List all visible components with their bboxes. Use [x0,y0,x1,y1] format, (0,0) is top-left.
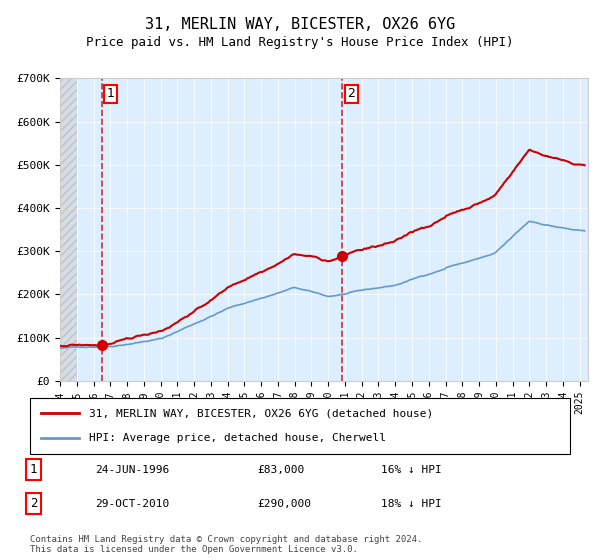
Text: £83,000: £83,000 [257,464,304,474]
Text: 31, MERLIN WAY, BICESTER, OX26 6YG (detached house): 31, MERLIN WAY, BICESTER, OX26 6YG (deta… [89,408,434,418]
Text: 2: 2 [30,497,37,510]
Bar [60,78,77,381]
Text: Contains HM Land Registry data © Crown copyright and database right 2024.
This d: Contains HM Land Registry data © Crown c… [30,535,422,554]
Text: 29-OCT-2010: 29-OCT-2010 [95,499,169,508]
Text: Price paid vs. HM Land Registry's House Price Index (HPI): Price paid vs. HM Land Registry's House … [86,36,514,49]
Text: 31, MERLIN WAY, BICESTER, OX26 6YG: 31, MERLIN WAY, BICESTER, OX26 6YG [145,17,455,32]
Text: HPI: Average price, detached house, Cherwell: HPI: Average price, detached house, Cher… [89,433,386,443]
FancyBboxPatch shape [30,398,570,454]
Text: 1: 1 [107,87,115,100]
Text: 2: 2 [347,87,355,100]
Text: 1: 1 [30,463,37,476]
Text: 18% ↓ HPI: 18% ↓ HPI [381,499,442,508]
Text: £290,000: £290,000 [257,499,311,508]
Text: 16% ↓ HPI: 16% ↓ HPI [381,464,442,474]
Text: 24-JUN-1996: 24-JUN-1996 [95,464,169,474]
